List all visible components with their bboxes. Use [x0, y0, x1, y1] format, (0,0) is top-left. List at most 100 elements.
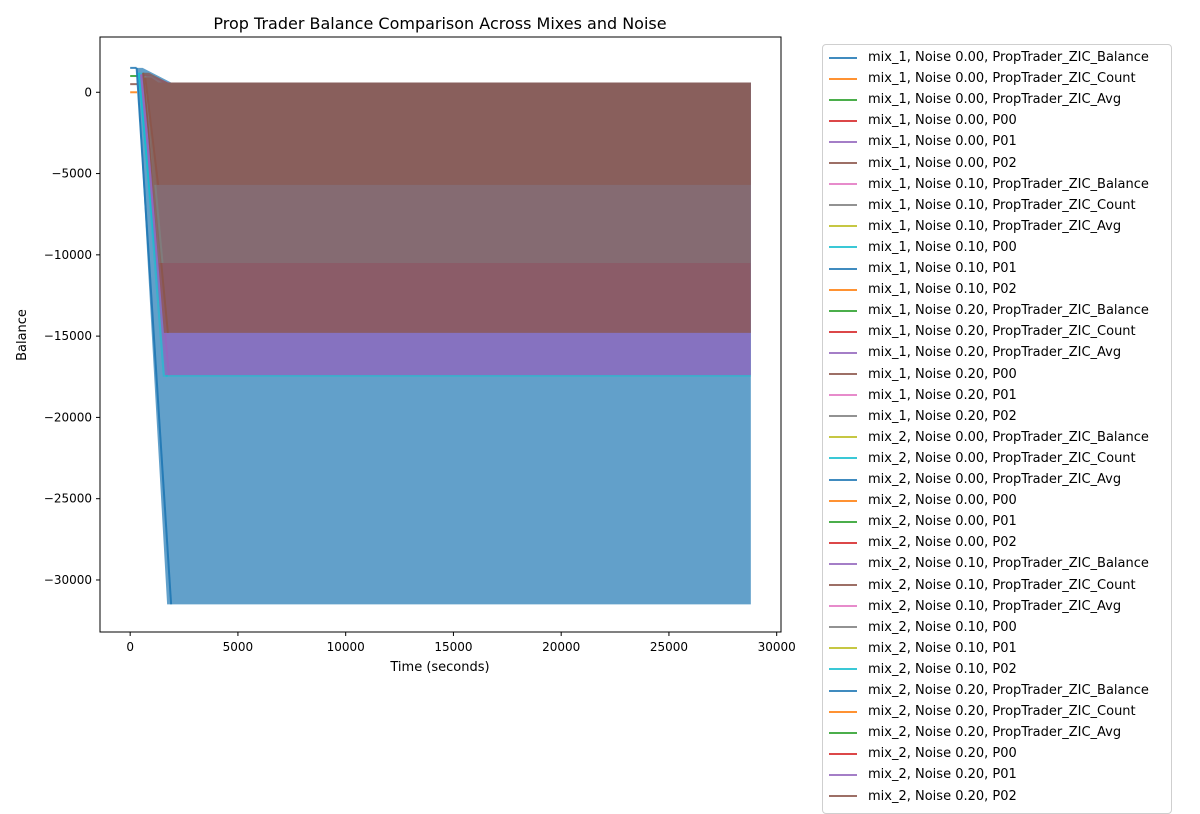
legend-swatch [829, 415, 857, 418]
x-tick-label: 5000 [223, 640, 254, 654]
legend-label: mix_2, Noise 0.00, PropTrader_ZIC_Count [868, 450, 1136, 466]
legend-swatch [829, 647, 857, 650]
legend-label: mix_2, Noise 0.00, P02 [868, 535, 1017, 551]
legend-label: mix_1, Noise 0.00, PropTrader_ZIC_Balanc… [868, 50, 1149, 65]
legend-label: mix_1, Noise 0.20, PropTrader_ZIC_Balanc… [868, 303, 1149, 319]
legend-label: mix_1, Noise 0.00, P00 [868, 113, 1017, 129]
legend-item: mix_2, Noise 0.00, PropTrader_ZIC_Count [823, 448, 1136, 469]
legend-label: mix_1, Noise 0.20, PropTrader_ZIC_Avg [868, 345, 1122, 361]
legend-swatch [829, 394, 857, 397]
x-axis-label: Time (seconds) [389, 660, 489, 675]
legend-swatch [829, 626, 857, 629]
legend-label: mix_2, Noise 0.20, P02 [868, 788, 1017, 804]
legend-item: mix_1, Noise 0.00, P00 [823, 110, 1017, 131]
legend-item: mix_1, Noise 0.10, P02 [823, 279, 1017, 300]
legend: mix_1, Noise 0.00, PropTrader_ZIC_Balanc… [822, 44, 1172, 814]
legend-label: mix_2, Noise 0.00, P00 [868, 493, 1017, 509]
legend-item: mix_2, Noise 0.10, P01 [823, 638, 1017, 659]
legend-item: mix_1, Noise 0.20, P02 [823, 406, 1017, 427]
legend-swatch [829, 562, 857, 565]
legend-item: mix_1, Noise 0.20, P01 [823, 385, 1017, 406]
legend-item: mix_1, Noise 0.00, PropTrader_ZIC_Balanc… [823, 47, 1149, 68]
legend-swatch [829, 288, 857, 291]
legend-item: mix_1, Noise 0.00, PropTrader_ZIC_Count [823, 68, 1136, 89]
legend-item: mix_1, Noise 0.20, PropTrader_ZIC_Avg [823, 342, 1121, 363]
legend-swatch [829, 204, 857, 207]
legend-swatch [829, 773, 857, 776]
legend-label: mix_2, Noise 0.20, P00 [868, 746, 1017, 762]
legend-item: mix_1, Noise 0.00, PropTrader_ZIC_Avg [823, 89, 1121, 110]
legend-swatch [829, 478, 857, 481]
legend-swatch [829, 225, 857, 228]
y-tick-label: −5000 [51, 167, 92, 181]
legend-swatch [829, 668, 857, 671]
legend-swatch [829, 351, 857, 354]
legend-label: mix_1, Noise 0.20, PropTrader_ZIC_Count [868, 324, 1136, 340]
legend-item: mix_2, Noise 0.10, PropTrader_ZIC_Count [823, 575, 1136, 596]
legend-item: mix_2, Noise 0.00, P00 [823, 490, 1017, 511]
legend-swatch [829, 731, 857, 734]
plot-area [130, 66, 751, 605]
series-drop-1 [135, 67, 173, 605]
legend-label: mix_1, Noise 0.20, P01 [868, 387, 1017, 403]
legend-item: mix_2, Noise 0.20, P01 [823, 764, 1017, 785]
legend-label: mix_1, Noise 0.20, P00 [868, 366, 1017, 382]
legend-item: mix_2, Noise 0.20, PropTrader_ZIC_Avg [823, 722, 1121, 743]
x-tick-label: 15000 [434, 640, 472, 654]
legend-item: mix_2, Noise 0.00, PropTrader_ZIC_Avg [823, 469, 1121, 490]
y-tick-label: −30000 [44, 573, 92, 587]
legend-item: mix_2, Noise 0.20, PropTrader_ZIC_Count [823, 701, 1136, 722]
x-tick-label: 10000 [327, 640, 365, 654]
legend-swatch [829, 520, 857, 523]
legend-swatch [829, 605, 857, 608]
legend-item: mix_2, Noise 0.10, PropTrader_ZIC_Avg [823, 596, 1121, 617]
legend-swatch [829, 795, 857, 797]
legend-swatch [829, 246, 857, 249]
legend-swatch [829, 119, 857, 122]
legend-label: mix_1, Noise 0.10, PropTrader_ZIC_Balanc… [868, 176, 1149, 192]
legend-swatch [829, 77, 857, 80]
legend-swatch [829, 140, 857, 143]
y-tick-label: −20000 [44, 410, 92, 424]
legend-swatch [829, 98, 857, 101]
y-axis-label: Balance [15, 309, 30, 361]
y-tick-label: 0 [84, 85, 92, 99]
legend-swatch [829, 330, 857, 333]
legend-swatch [829, 436, 857, 439]
legend-label: mix_2, Noise 0.00, P01 [868, 514, 1017, 530]
legend-item: mix_2, Noise 0.10, PropTrader_ZIC_Balanc… [823, 553, 1149, 574]
series-drop-6 [144, 77, 160, 186]
legend-item: mix_1, Noise 0.00, P02 [823, 153, 1017, 174]
legend-label: mix_2, Noise 0.10, PropTrader_ZIC_Count [868, 577, 1136, 593]
legend-item: mix_1, Noise 0.10, PropTrader_ZIC_Balanc… [823, 174, 1149, 195]
legend-label: mix_2, Noise 0.10, PropTrader_ZIC_Balanc… [868, 556, 1149, 572]
legend-swatch [829, 457, 857, 460]
legend-label: mix_2, Noise 0.20, P01 [868, 767, 1017, 783]
chart-title: Prop Trader Balance Comparison Across Mi… [213, 14, 666, 33]
legend-swatch [829, 373, 857, 375]
legend-label: mix_1, Noise 0.20, P02 [868, 408, 1017, 424]
legend-item: mix_2, Noise 0.00, PropTrader_ZIC_Balanc… [823, 427, 1149, 448]
legend-swatch [829, 183, 857, 186]
legend-item: mix_2, Noise 0.10, P00 [823, 617, 1017, 638]
y-tick-label: −25000 [44, 492, 92, 506]
y-tick-label: −15000 [44, 329, 92, 343]
legend-item: mix_2, Noise 0.00, P01 [823, 511, 1017, 532]
legend-item: mix_2, Noise 0.00, P02 [823, 532, 1017, 553]
legend-label: mix_2, Noise 0.10, P01 [868, 640, 1017, 656]
x-tick-label: 20000 [542, 640, 580, 654]
legend-label: mix_1, Noise 0.10, P01 [868, 261, 1017, 276]
legend-item: mix_1, Noise 0.20, PropTrader_ZIC_Count [823, 321, 1136, 342]
legend-label: mix_1, Noise 0.00, P02 [868, 155, 1017, 171]
legend-item: mix_1, Noise 0.20, P00 [823, 364, 1017, 385]
legend-item: mix_2, Noise 0.10, P02 [823, 659, 1017, 680]
legend-label: mix_1, Noise 0.00, P01 [868, 134, 1017, 150]
legend-label: mix_2, Noise 0.20, PropTrader_ZIC_Balanc… [868, 683, 1149, 698]
legend-swatch [829, 541, 857, 544]
legend-label: mix_2, Noise 0.10, PropTrader_ZIC_Avg [868, 598, 1122, 614]
legend-label: mix_2, Noise 0.10, P00 [868, 619, 1017, 635]
legend-swatch [829, 689, 857, 692]
legend-swatch [829, 584, 857, 586]
legend-label: mix_1, Noise 0.00, PropTrader_ZIC_Count [868, 71, 1136, 87]
